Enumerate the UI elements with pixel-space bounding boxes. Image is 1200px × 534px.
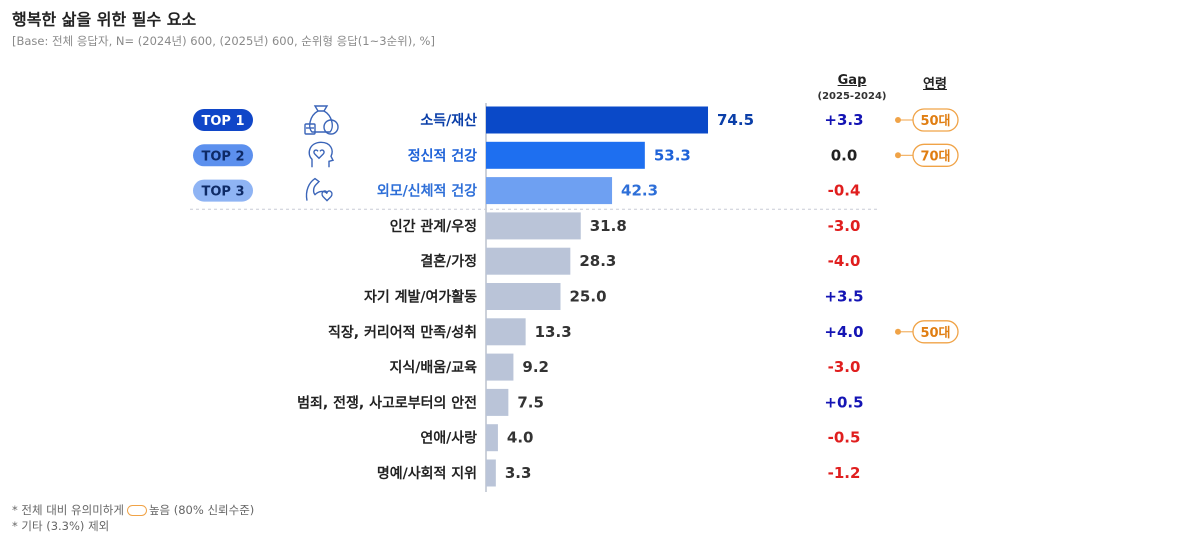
gap-value-11: -1.2 bbox=[828, 464, 861, 482]
data-label-5: 28.3 bbox=[579, 252, 616, 270]
bar-1 bbox=[486, 106, 709, 134]
footnote-other: * 기타 (3.3%) 제외 bbox=[12, 519, 110, 533]
top-badge-label-3: TOP 3 bbox=[201, 185, 244, 200]
bar-3 bbox=[486, 177, 613, 205]
gap-value-1: +3.3 bbox=[824, 111, 863, 129]
category-label-4: 인간 관계/우정 bbox=[390, 218, 477, 235]
bar-11 bbox=[486, 459, 496, 487]
bar-2 bbox=[486, 141, 645, 169]
data-label-8: 9.2 bbox=[522, 358, 549, 376]
footnote-suffix: 높음 (80% 신뢰수준) bbox=[148, 503, 255, 517]
bar-8 bbox=[486, 353, 514, 381]
category-label-1: 소득/재산 bbox=[420, 112, 477, 129]
category-label-9: 범죄, 전쟁, 사고로부터의 안전 bbox=[297, 394, 477, 411]
category-label-3: 외모/신체적 건강 bbox=[377, 183, 477, 200]
category-label-11: 명예/사회적 지위 bbox=[377, 465, 477, 482]
gap-value-10: -0.5 bbox=[828, 429, 861, 447]
gap-value-7: +4.0 bbox=[824, 323, 863, 341]
chart-title: 행복한 삶을 위한 필수 요소 bbox=[12, 10, 197, 29]
category-label-8: 지식/배움/교육 bbox=[389, 360, 477, 376]
footnote-significance: * 전체 대비 유의미하게 높음 (80% 신뢰수준) bbox=[12, 502, 254, 518]
bar-4 bbox=[486, 212, 581, 240]
data-label-4: 31.8 bbox=[590, 217, 627, 235]
top-badge-label-1: TOP 1 bbox=[201, 114, 244, 129]
category-label-2: 정신적 건강 bbox=[408, 147, 477, 164]
gap-value-2: 0.0 bbox=[831, 146, 858, 164]
category-label-7: 직장, 커리어적 만족/성취 bbox=[328, 324, 477, 341]
bar-9 bbox=[486, 388, 509, 416]
category-label-10: 연애/사랑 bbox=[420, 431, 477, 447]
age-badge bbox=[912, 143, 959, 167]
age-badge bbox=[912, 108, 959, 132]
data-label-1: 74.5 bbox=[717, 111, 754, 129]
gap-value-6: +3.5 bbox=[824, 288, 863, 306]
gap-value-8: -3.0 bbox=[828, 358, 861, 376]
top-badge-2 bbox=[193, 144, 253, 167]
data-label-11: 3.3 bbox=[505, 464, 532, 482]
gap-header: Gap bbox=[837, 73, 867, 88]
gap-subheader: (2025-2024) bbox=[817, 91, 887, 102]
data-label-3: 42.3 bbox=[621, 182, 658, 200]
data-label-7: 13.3 bbox=[535, 323, 572, 341]
age-badge-label: 70대 bbox=[920, 149, 950, 164]
bar-6 bbox=[486, 283, 561, 310]
money-bag-icon bbox=[304, 105, 339, 135]
gap-value-5: -4.0 bbox=[828, 252, 861, 270]
legend-oval-icon bbox=[126, 505, 147, 516]
gap-value-3: -0.4 bbox=[828, 182, 861, 200]
data-label-2: 53.3 bbox=[654, 146, 691, 164]
age-badge bbox=[912, 320, 959, 344]
bar-5 bbox=[486, 247, 571, 275]
category-label-5: 결혼/가정 bbox=[420, 253, 477, 270]
gap-value-4: -3.0 bbox=[828, 217, 861, 235]
gap-value-9: +0.5 bbox=[824, 393, 863, 411]
category-label-6: 자기 계발/여가활동 bbox=[364, 289, 477, 306]
age-header: 연령 bbox=[923, 77, 947, 92]
footnote-prefix: * 전체 대비 유의미하게 bbox=[12, 503, 124, 517]
top-badge-3 bbox=[193, 179, 253, 202]
top-badge-label-2: TOP 2 bbox=[201, 149, 244, 164]
data-label-6: 25.0 bbox=[570, 288, 607, 306]
top-badge-1 bbox=[193, 109, 253, 131]
heart-mind-icon bbox=[308, 141, 335, 168]
age-badge-label: 50대 bbox=[920, 114, 950, 129]
bar-7 bbox=[486, 318, 526, 346]
chart-subtitle: [Base: 전체 응답자, N= (2024년) 600, (2025년) 6… bbox=[12, 34, 435, 48]
data-label-9: 7.5 bbox=[517, 393, 544, 411]
bar-10 bbox=[486, 424, 498, 452]
muscle-heart-icon bbox=[305, 177, 333, 202]
age-badge-label: 50대 bbox=[920, 326, 950, 341]
data-label-10: 4.0 bbox=[507, 429, 534, 447]
